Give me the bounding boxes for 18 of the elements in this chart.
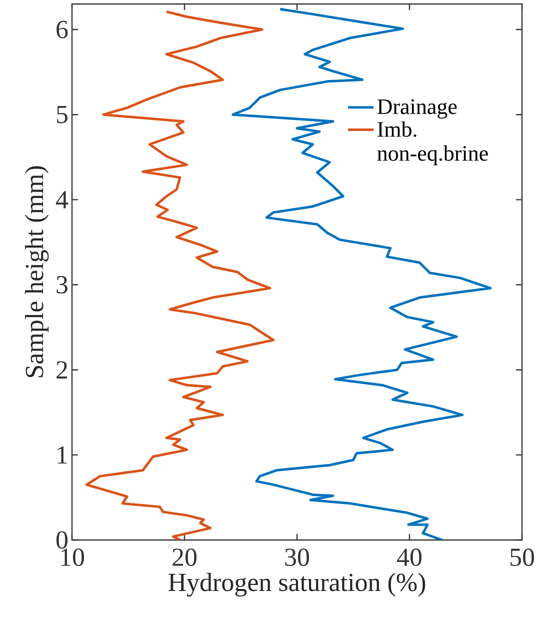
y-tick-label: 6 bbox=[56, 20, 68, 38]
y-tick-label: 5 bbox=[56, 106, 68, 124]
y-tick-label: 3 bbox=[56, 276, 68, 294]
y-tick-label: 4 bbox=[56, 191, 68, 208]
y-axis-title: Sample height (mm) bbox=[24, 166, 49, 378]
x-tick-label: 30 bbox=[285, 548, 310, 566]
legend-label: Imb. non-eq.brine bbox=[377, 121, 488, 166]
line-series bbox=[85, 10, 275, 540]
x-tick-label: 20 bbox=[172, 548, 197, 566]
legend-label: Drainage bbox=[377, 99, 457, 119]
x-tick-label: 50 bbox=[510, 548, 534, 566]
y-tick-label: 0 bbox=[56, 531, 68, 549]
x-tick-label: 40 bbox=[397, 548, 422, 566]
line-series bbox=[232, 8, 492, 540]
x-axis-title: Hydrogen saturation (%) bbox=[168, 572, 426, 597]
x-tick-label: 10 bbox=[61, 548, 84, 566]
y-tick-label: 1 bbox=[58, 446, 67, 464]
y-tick-label: 2 bbox=[56, 361, 68, 378]
